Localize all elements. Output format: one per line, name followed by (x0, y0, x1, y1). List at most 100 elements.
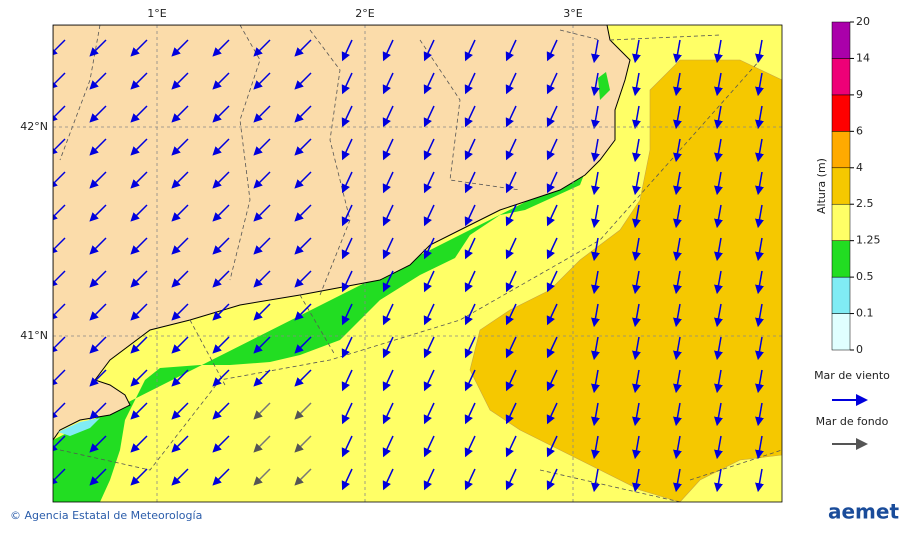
wind-arrow (382, 336, 394, 359)
wind-arrow (673, 303, 682, 328)
wind-arrow (591, 39, 600, 64)
wind-arrow (171, 369, 189, 387)
wind-arrow (382, 270, 394, 293)
wind-arrow (464, 72, 476, 95)
wind-arrow (423, 303, 435, 326)
coastal-zone (598, 72, 610, 100)
wind-arrow (212, 237, 230, 255)
wind-arrow (714, 204, 723, 229)
wind-arrow (382, 369, 394, 392)
colorbar-label: 20 (856, 15, 870, 28)
wind-arrow (632, 270, 641, 295)
wind-arrow (53, 237, 66, 255)
wind-arrow (294, 402, 312, 420)
wind-arrow (632, 468, 641, 493)
wind-arrow (53, 270, 66, 288)
colorbar-label: 14 (856, 51, 870, 64)
wind-arrow (714, 303, 723, 328)
wind-arrow (755, 369, 764, 394)
wind-arrow (632, 435, 641, 460)
wind-arrow (53, 204, 66, 222)
wind-arrow (294, 270, 312, 288)
wind-arrow (341, 336, 353, 359)
wind-arrow (171, 270, 189, 288)
wind-arrow (341, 138, 353, 161)
wind-arrow (171, 237, 189, 255)
wind-arrow (382, 72, 394, 95)
wind-arrow (212, 39, 230, 57)
wind-arrow (382, 171, 394, 194)
wind-arrow (171, 105, 189, 123)
wind-arrow (53, 402, 66, 420)
wind-arrow (546, 435, 558, 458)
colorbar-label: 0 (856, 343, 863, 356)
colorbar-label: 9 (856, 88, 863, 101)
wind-arrow (505, 138, 517, 161)
colorbar-segment (831, 131, 851, 169)
colorbar-segment (831, 240, 851, 278)
wind-arrow (755, 171, 764, 196)
wind-arrow (130, 402, 148, 420)
wind-arrow (212, 303, 230, 321)
wind-arrow (253, 72, 271, 90)
wind-arrow (423, 105, 435, 128)
wind-arrow (53, 435, 66, 453)
colorbar-segment (831, 313, 851, 351)
wind-arrow (212, 105, 230, 123)
wind-arrow (714, 39, 723, 64)
wind-arrow (89, 72, 107, 90)
wind-arrow (130, 237, 148, 255)
wind-arrow (253, 336, 271, 354)
colorbar-label: 4 (856, 161, 863, 174)
wind-arrow (212, 270, 230, 288)
wind-arrow (464, 402, 476, 425)
wind-arrow (464, 270, 476, 293)
colorbar: 0 0.1 0.5 1.25 2.5 4 6 9 14 20 (831, 15, 881, 356)
wind-arrow (591, 270, 600, 295)
wind-arrow (53, 468, 66, 486)
colorbar-label: 2.5 (856, 197, 874, 210)
credit: © Agencia Estatal de Meteorología (10, 509, 202, 522)
wind-arrow (714, 72, 723, 97)
wind-arrow (89, 204, 107, 222)
lat-label: 42°N (20, 120, 48, 133)
wind-arrow (294, 138, 312, 156)
wind-arrow (212, 435, 230, 453)
wind-arrow (212, 369, 230, 387)
wind-arrow (382, 204, 394, 227)
wind-arrow (212, 72, 230, 90)
wind-arrow (89, 435, 107, 453)
wind-arrow (171, 39, 189, 57)
wind-arrow (341, 270, 353, 293)
wind-arrow (505, 369, 517, 392)
wind-arrow (755, 72, 764, 97)
wind-arrow (464, 105, 476, 128)
wind-arrow (546, 204, 558, 227)
wind-arrow (89, 171, 107, 189)
wind-arrow (423, 435, 435, 458)
lon-label: 2°E (355, 7, 374, 20)
wind-arrow (591, 435, 600, 460)
graticule (53, 25, 782, 502)
wind-arrow (632, 237, 641, 262)
wind-arrow (714, 171, 723, 196)
wind-arrow (253, 270, 271, 288)
wind-arrow (171, 72, 189, 90)
wind-arrow (382, 402, 394, 425)
wind-arrow (464, 336, 476, 359)
wind-arrow (755, 303, 764, 328)
wind-arrow (505, 270, 517, 293)
colorbar-label: 6 (856, 124, 863, 137)
map (53, 25, 782, 502)
wind-arrow (546, 72, 558, 95)
wind-arrow (89, 39, 107, 57)
wind-arrow (464, 171, 476, 194)
wind-arrow (53, 72, 66, 90)
wind-arrow (755, 468, 764, 493)
wind-arrow (505, 435, 517, 458)
wind-arrow (632, 336, 641, 361)
wind-arrow (253, 171, 271, 189)
legend-label: Mar de viento (814, 369, 890, 382)
wind-arrow (464, 138, 476, 161)
